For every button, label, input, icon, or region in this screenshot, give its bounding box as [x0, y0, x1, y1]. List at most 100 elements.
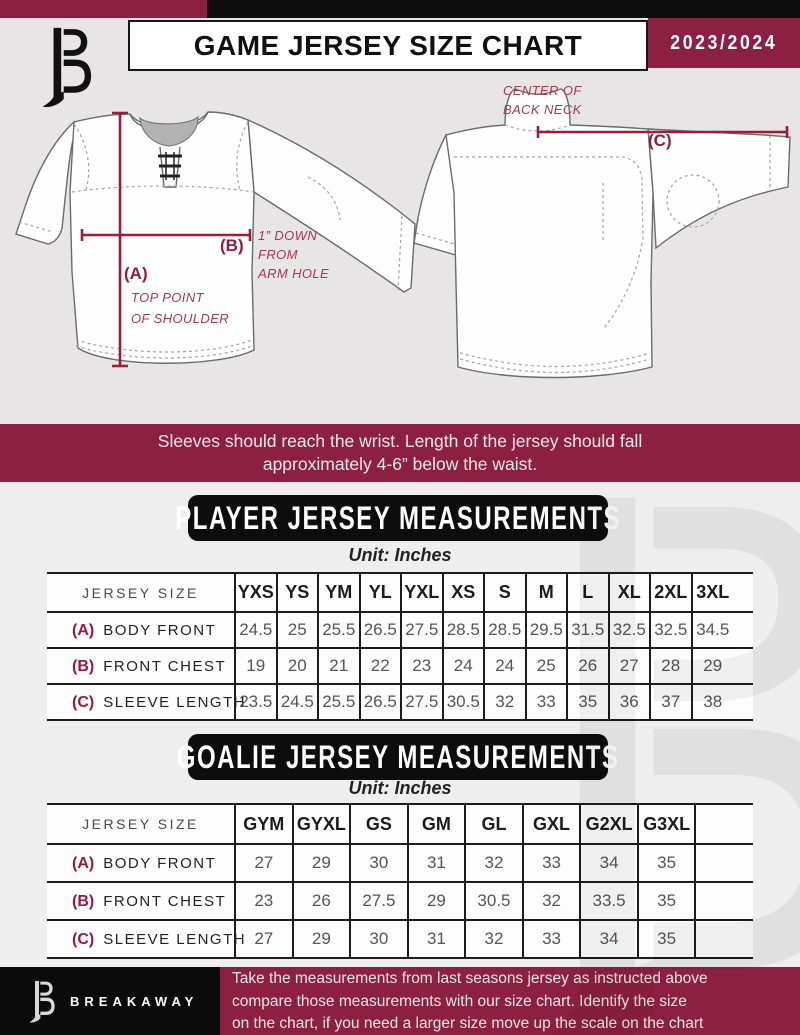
footer-breakaway-logo-icon — [26, 979, 56, 1023]
measurement-value-cell: 24 — [483, 647, 526, 684]
measurement-value-cell: 25.5 — [317, 611, 360, 648]
size-column-header: GYM — [234, 803, 293, 844]
table-row: (A) BODY FRONT 24.5 25 25.5 26.5 27.5 28.5 28.5 2… — [47, 611, 753, 648]
measurement-value-cell: 31.5 — [566, 611, 609, 648]
player-measurements-table: JERSEY SIZE YXS YS YM YL YXL XS S M L XL 2XL 3XL (A) B… — [47, 572, 753, 721]
size-column-header: S — [483, 572, 526, 612]
measurement-value-cell: 24 — [441, 647, 484, 684]
table-row: (C) SLEEVE LENGTH 23.5 24.5 25.5 26.5 27.5 30.5… — [47, 683, 753, 721]
top-strip-maroon — [0, 0, 207, 18]
measurement-value-cell: 23 — [400, 647, 443, 684]
goalie-section-title-text: GOALIE JERSEY MEASUREMENTS — [176, 738, 620, 775]
measurement-value-cell: 34.5 — [690, 611, 733, 648]
measurement-value-cell: 33 — [521, 843, 581, 882]
footer-instructions: Take the measurements from last seasons … — [220, 967, 800, 1035]
season-badge: 2023/2024 — [648, 18, 800, 68]
measurement-value-cell: 22 — [358, 647, 401, 684]
footer-instructions-line2: compare those measurements with our size… — [232, 992, 687, 1010]
goalie-unit-label: Unit: Inches — [348, 778, 452, 798]
size-column-header: YXL — [400, 572, 443, 612]
measurement-value-cell: 32.5 — [607, 611, 650, 648]
center-back-neck-line1: CENTER OF — [503, 83, 582, 98]
jersey-size-corner-label: JERSEY SIZE — [47, 803, 236, 844]
row-label: (B) FRONT CHEST — [47, 881, 236, 920]
measurement-value-cell: 30.5 — [464, 881, 523, 920]
measurement-value-cell: 27 — [234, 843, 293, 882]
row-measure-letter: (C) — [72, 931, 95, 948]
measurement-value-cell: 28 — [649, 647, 692, 684]
measurement-value-cell: 35 — [636, 919, 696, 959]
size-column-header: 3XL — [690, 572, 733, 612]
filler-cell — [733, 683, 753, 721]
measurement-value-cell: 32 — [464, 843, 523, 882]
row-label: (C) SLEEVE LENGTH — [47, 919, 245, 959]
filler-cell — [733, 572, 753, 612]
size-column-header: GXL — [521, 803, 581, 844]
row-label: (A) BODY FRONT — [47, 611, 235, 648]
measurement-value-cell — [694, 919, 753, 959]
fit-instruction-banner: Sleeves should reach the wrist. Length o… — [0, 424, 800, 482]
measurement-value-cell: 30.5 — [441, 683, 484, 721]
size-column-header: GL — [464, 803, 523, 844]
row-label: (B) FRONT CHEST — [47, 647, 235, 684]
center-back-neck-note: CENTER OF BACK NECK — [503, 81, 582, 119]
measure-label-a: (A) — [124, 264, 148, 283]
row-label: (C) SLEEVE LENGTH — [47, 683, 245, 721]
measurement-value-cell: 30 — [349, 843, 408, 882]
measurement-value-cell: 29 — [291, 843, 351, 882]
arm-hole-note: 1” DOWN FROM ARM HOLE — [258, 226, 329, 283]
size-column-header: GM — [406, 803, 466, 844]
measurement-value-cell: 20 — [275, 647, 318, 684]
measurement-value-cell: 27 — [234, 919, 293, 959]
footer-instructions-line3: on the chart, if you need a larger size … — [232, 1015, 704, 1032]
row-measure-name: SLEEVE LENGTH — [103, 694, 247, 711]
table-row: (B) FRONT CHEST 23 26 27.5 29 30.5 32 33.5 35 — [47, 881, 753, 920]
size-column-header: 2XL — [649, 572, 692, 612]
measurement-value-cell: 32 — [483, 683, 526, 721]
size-column-header: YXS — [234, 572, 277, 612]
measurement-value-cell: 38 — [690, 683, 733, 721]
row-label: (A) BODY FRONT — [47, 843, 236, 882]
shoulder-note: TOP POINT OF SHOULDER — [131, 287, 229, 329]
size-column-header: M — [524, 572, 567, 612]
measurement-value-cell — [694, 881, 753, 920]
measurement-value-cell: 26.5 — [358, 611, 401, 648]
filler-cell — [733, 611, 753, 648]
arm-hole-note-line3: ARM HOLE — [258, 266, 330, 281]
measurement-value-cell: 33 — [521, 919, 581, 959]
measurement-value-cell: 29 — [291, 919, 351, 959]
shoulder-note-line2: OF SHOULDER — [131, 311, 230, 326]
measure-label-b: (B) — [220, 236, 244, 255]
measurement-value-cell: 29 — [406, 881, 466, 920]
measurement-value-cell: 33 — [524, 683, 567, 721]
size-column-header: G2XL — [579, 803, 638, 844]
row-measure-name: FRONT CHEST — [103, 893, 227, 910]
measurement-value-cell: 25 — [524, 647, 567, 684]
goalie-section-title: GOALIE JERSEY MEASUREMENTS — [177, 734, 618, 780]
table-row: (A) BODY FRONT 27 29 30 31 32 33 34 35 — [47, 843, 753, 882]
size-column-header: GYXL — [291, 803, 351, 844]
measurement-value-cell: 26.5 — [358, 683, 401, 721]
table-header-row: JERSEY SIZE YXS YS YM YL YXL XS S M L XL 2XL 3XL — [47, 572, 753, 612]
arm-hole-note-line1: 1” DOWN — [258, 228, 318, 243]
player-unit-label: Unit: Inches — [348, 545, 452, 565]
front-jersey-diagram — [15, 111, 416, 368]
measurement-value-cell: 31 — [406, 919, 466, 959]
measurement-value-cell: 27.5 — [349, 881, 408, 920]
footer-instructions-line1: Take the measurements from last seasons … — [232, 970, 708, 987]
measurement-value-cell: 25.5 — [317, 683, 360, 721]
measurement-value-cell: 27 — [607, 647, 650, 684]
measurement-value-cell: 21 — [317, 647, 360, 684]
measurement-value-cell: 28.5 — [483, 611, 526, 648]
arm-hole-note-line2: FROM — [258, 247, 298, 262]
measurement-value-cell: 24.5 — [275, 683, 318, 721]
fit-instruction-line1: Sleeves should reach the wrist. Length o… — [157, 431, 643, 451]
row-measure-name: FRONT CHEST — [103, 658, 227, 675]
measurement-value-cell: 24.5 — [234, 611, 277, 648]
measurement-value-cell: 35 — [636, 881, 696, 920]
measurement-value-cell: 23 — [234, 881, 293, 920]
row-measure-letter: (C) — [72, 694, 95, 711]
row-measure-name: SLEEVE LENGTH — [103, 931, 247, 948]
row-measure-letter: (B) — [72, 658, 95, 675]
